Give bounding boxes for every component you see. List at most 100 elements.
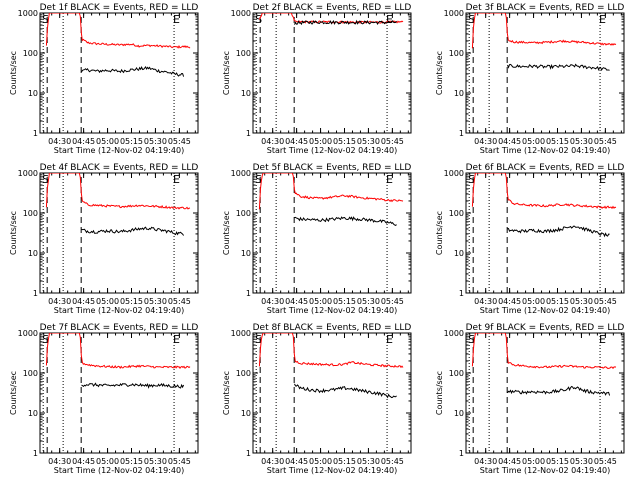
x-tick-label: 05:30: [570, 137, 593, 146]
panel-title: Det 5f BLACK = Events, RED = LLD: [253, 163, 412, 173]
x-tick-label: 04:45: [498, 457, 521, 466]
x-tick-label: 05:30: [570, 297, 593, 306]
y-tick-label: 1000: [231, 9, 251, 18]
x-tick-label: 05:00: [522, 297, 545, 306]
events-series-line: [507, 63, 610, 72]
x-tick-label: 05:00: [96, 137, 119, 146]
y-axis-label: Counts/sec: [9, 371, 18, 415]
panel-6: Det 6f BLACK = Events, RED = LLD 1 10 100 10…: [435, 163, 625, 315]
plot-frame: [252, 172, 412, 294]
x-tick-label: 05:45: [168, 137, 191, 146]
x-tick-label: 05:45: [594, 457, 617, 466]
plot-frame: [465, 172, 625, 294]
marker-s: S: [468, 333, 475, 346]
x-tick-label: 04:45: [72, 457, 95, 466]
panel-title: Det 9f BLACK = Events, RED = LLD: [466, 323, 625, 333]
y-tick-label: 100: [23, 49, 38, 58]
plot-frame: [39, 172, 199, 294]
lld-series-line: [45, 333, 191, 370]
lld-series-line: [471, 13, 617, 49]
marker-e: E: [386, 173, 393, 186]
panel-title: Det 2f BLACK = Events, RED = LLD: [253, 3, 412, 13]
y-tick-label: 1000: [18, 9, 38, 18]
x-axis-label: Start Time (12-Nov-02 04:19:40): [54, 306, 184, 315]
y-tick-label: 1: [33, 129, 38, 138]
panel-5: Det 5f BLACK = Events, RED = LLD 1 10 100 10…: [222, 163, 412, 315]
events-series-line: [81, 65, 185, 77]
x-tick-label: 05:00: [96, 297, 119, 306]
events-series-line: [81, 382, 185, 389]
x-tick-label: 05:00: [309, 297, 332, 306]
x-tick-label: 05:30: [357, 137, 380, 146]
marker-e: E: [599, 173, 606, 186]
x-tick-label: 05:30: [357, 457, 380, 466]
series-group: [45, 333, 191, 389]
x-tick-label: 05:45: [168, 297, 191, 306]
panel-4: Det 4f BLACK = Events, RED = LLD 1 10 100 10…: [9, 163, 199, 315]
lld-series-line: [471, 173, 617, 210]
x-axis-label: Start Time (12-Nov-02 04:19:40): [54, 466, 184, 475]
x-axis-label: Start Time (12-Nov-02 04:19:40): [267, 146, 397, 155]
x-tick-label: 04:45: [285, 457, 308, 466]
y-tick-label: 1000: [18, 329, 38, 338]
x-tick-label: 04:45: [285, 297, 308, 306]
series-group: [258, 13, 404, 26]
events-series-line: [294, 383, 397, 399]
y-axis-label: Counts/sec: [435, 371, 444, 415]
panel-3: Det 3f BLACK = Events, RED = LLD 1 10 100 10…: [435, 3, 625, 155]
x-tick-label: 05:00: [96, 457, 119, 466]
x-tick-label: 05:15: [333, 137, 356, 146]
panel-title: Det 6f BLACK = Events, RED = LLD: [466, 163, 625, 173]
marker-s: S: [255, 333, 262, 346]
events-series-line: [507, 385, 611, 396]
x-tick-label: 04:30: [261, 137, 284, 146]
y-tick-label: 1000: [444, 329, 464, 338]
y-tick-label: 100: [449, 209, 464, 218]
x-tick-label: 05:30: [357, 297, 380, 306]
y-tick-label: 10: [454, 89, 464, 98]
x-tick-label: 04:30: [474, 137, 497, 146]
series-group: [471, 333, 617, 396]
y-tick-label: 1: [459, 129, 464, 138]
x-tick-label: 04:45: [72, 297, 95, 306]
x-tick-label: 05:15: [333, 457, 356, 466]
x-tick-label: 05:15: [546, 297, 569, 306]
plot-frame: [252, 332, 412, 454]
x-tick-label: 05:30: [144, 457, 167, 466]
y-tick-label: 100: [236, 369, 251, 378]
x-tick-label: 04:30: [48, 457, 71, 466]
marker-s: S: [42, 333, 49, 346]
series-group: [258, 333, 404, 399]
y-tick-label: 100: [23, 209, 38, 218]
y-axis-label: Counts/sec: [9, 211, 18, 255]
y-tick-label: 1: [246, 289, 251, 298]
plot-frame: [39, 332, 199, 454]
x-tick-label: 04:45: [285, 137, 308, 146]
x-tick-label: 04:30: [48, 137, 71, 146]
y-tick-label: 10: [28, 89, 38, 98]
events-series-line: [294, 19, 397, 26]
y-axis-label: Counts/sec: [222, 371, 231, 415]
marker-e: E: [173, 13, 180, 26]
y-axis-label: Counts/sec: [435, 51, 444, 95]
y-tick-label: 1000: [444, 169, 464, 178]
x-tick-label: 05:15: [546, 137, 569, 146]
plot-frame: [39, 12, 199, 134]
series-group: [471, 173, 617, 238]
x-axis-label: Start Time (12-Nov-02 04:19:40): [480, 146, 610, 155]
x-tick-label: 04:30: [48, 297, 71, 306]
y-tick-label: 1: [246, 129, 251, 138]
x-tick-label: 05:45: [168, 457, 191, 466]
y-tick-label: 10: [241, 89, 251, 98]
marker-s: S: [42, 13, 49, 26]
panel-9: Det 9f BLACK = Events, RED = LLD 1 10 100 10…: [435, 323, 625, 475]
plot-frame: [465, 12, 625, 134]
y-tick-label: 1: [459, 449, 464, 458]
x-tick-label: 04:45: [498, 297, 521, 306]
x-axis-label: Start Time (12-Nov-02 04:19:40): [480, 306, 610, 315]
marker-s: S: [255, 173, 262, 186]
lld-series-line: [45, 173, 191, 210]
x-tick-label: 04:45: [72, 137, 95, 146]
